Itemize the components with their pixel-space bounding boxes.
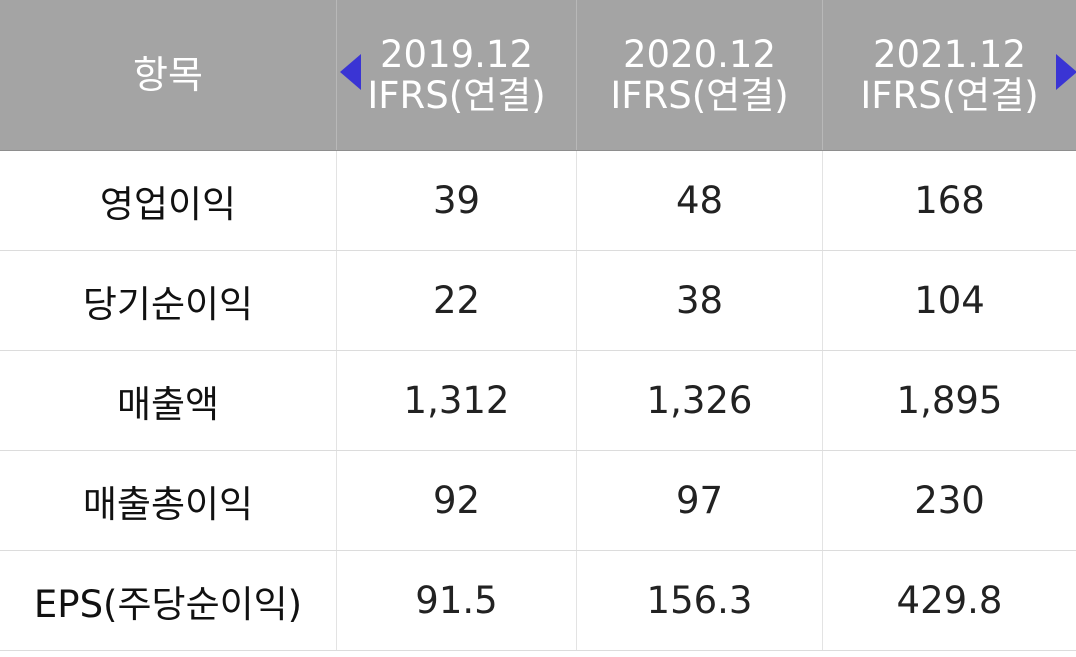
table-cell: 48 [577, 151, 823, 250]
table-cell: 39 [337, 151, 577, 250]
triangle-left-icon[interactable] [340, 54, 361, 90]
table-cell: 22 [337, 251, 577, 350]
table-row: EPS(주당순이익) 91.5 156.3 429.8 [0, 551, 1076, 651]
table-row: 당기순이익 22 38 104 [0, 251, 1076, 351]
row-label-net-income: 당기순이익 [0, 251, 337, 350]
table-cell: 104 [914, 279, 985, 322]
period-header-2020: 2020.12 IFRS(연결) [577, 0, 823, 150]
table-header-row: 항목 2019.12 IFRS(연결) 2020.12 IFRS(연결) 202… [0, 0, 1076, 151]
period-year: 2019.12 [379, 32, 533, 76]
table-row: 영업이익 39 48 168 [0, 151, 1076, 251]
table-cell: 429.8 [896, 579, 1003, 622]
period-header-2019: 2019.12 IFRS(연결) [337, 0, 577, 150]
period-basis: IFRS(연결) [860, 74, 1039, 117]
item-column-header: 항목 [0, 0, 337, 150]
row-label-revenue: 매출액 [0, 351, 337, 450]
table-row: 매출액 1,312 1,326 1,895 [0, 351, 1076, 451]
row-label-gross-profit: 매출총이익 [0, 451, 337, 550]
row-label-operating-profit: 영업이익 [0, 151, 337, 250]
table-cell: 38 [577, 251, 823, 350]
table-cell: 91.5 [337, 551, 577, 650]
period-year: 2020.12 [622, 32, 776, 76]
table-cell: 1,895 [896, 379, 1003, 422]
table-cell: 230 [914, 479, 985, 522]
table-cell: 1,326 [577, 351, 823, 450]
table-cell: 92 [337, 451, 577, 550]
table-cell: 97 [577, 451, 823, 550]
triangle-right-icon[interactable] [1056, 54, 1076, 90]
table-cell: 1,312 [337, 351, 577, 450]
period-header-2021: 2021.12 IFRS(연결) [823, 0, 1076, 150]
period-basis: IFRS(연결) [367, 74, 546, 117]
table-cell: 156.3 [577, 551, 823, 650]
table-cell: 168 [914, 179, 985, 222]
period-basis: IFRS(연결) [610, 74, 789, 117]
row-label-eps: EPS(주당순이익) [0, 551, 337, 650]
table-row: 매출총이익 92 97 230 [0, 451, 1076, 551]
period-year: 2021.12 [872, 32, 1026, 76]
